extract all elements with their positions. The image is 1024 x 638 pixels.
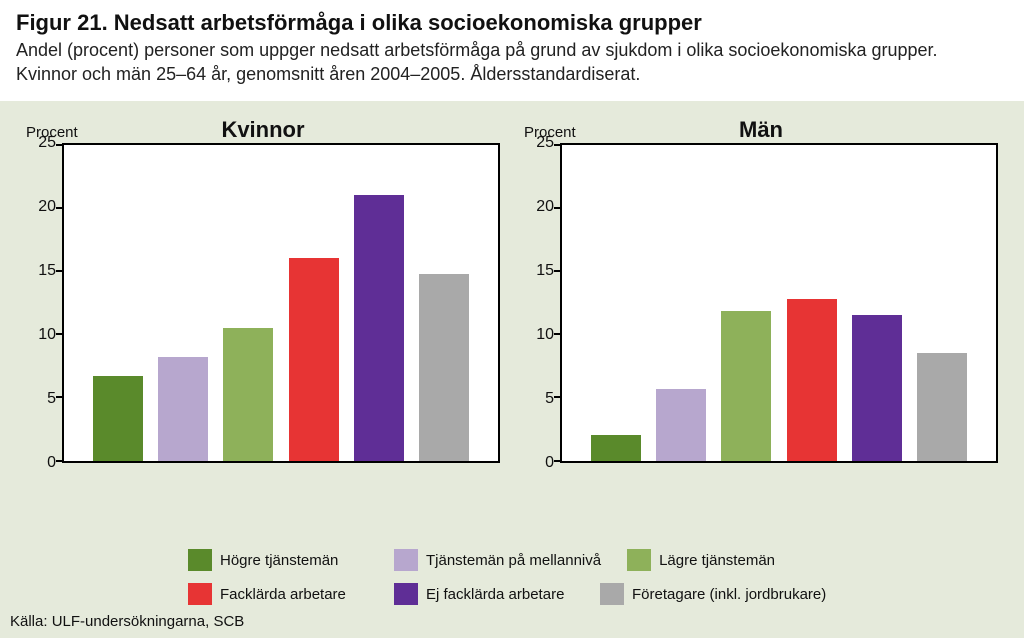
plot-wrap-man: 0510152025 xyxy=(524,143,998,463)
panel-title-man: Män xyxy=(739,117,783,143)
bars-kvinnor xyxy=(64,145,498,461)
legend-swatch xyxy=(627,549,651,571)
legend-label: Ej facklärda arbetare xyxy=(426,586,564,603)
charts-row: Procent Kvinnor 0 5 10 15 20 25 Procent Män 0… xyxy=(0,101,1024,533)
y-tick-label: 0 xyxy=(47,454,56,472)
y-tick-mark xyxy=(554,333,562,335)
y-tick-mark xyxy=(554,144,562,146)
y-tick-label: 25 xyxy=(38,134,56,152)
legend-swatch xyxy=(600,583,624,605)
y-tick-label: 10 xyxy=(38,326,56,344)
bar-hogre xyxy=(591,435,641,460)
bars-man xyxy=(562,145,996,461)
figure-container: Figur 21. Nedsatt arbetsförmåga i olika … xyxy=(0,0,1024,638)
y-tick-mark xyxy=(56,207,64,209)
panel-head-kvinnor: Procent Kvinnor xyxy=(26,107,500,143)
legend-item-hogre: Högre tjänstemän xyxy=(188,549,368,571)
y-ticks-kvinnor: 0510152025 xyxy=(26,143,62,463)
plot-man xyxy=(560,143,998,463)
y-tick-label: 15 xyxy=(536,262,554,280)
legend-item-mellan: Tjänstemän på mellannivå xyxy=(394,549,601,571)
y-tick-label: 10 xyxy=(536,326,554,344)
y-tick-mark xyxy=(554,460,562,462)
y-tick-mark xyxy=(554,396,562,398)
legend-label: Lägre tjänstemän xyxy=(659,552,775,569)
plot-kvinnor xyxy=(62,143,500,463)
panel-kvinnor: Procent Kvinnor 0 5 10 15 20 25 xyxy=(26,107,500,533)
figure-header: Figur 21. Nedsatt arbetsförmåga i olika … xyxy=(0,0,1024,101)
bar-mellan xyxy=(656,389,706,461)
legend-swatch xyxy=(394,583,418,605)
legend-item-ejfack: Ej facklärda arbetare xyxy=(394,583,574,605)
y-tick-mark xyxy=(56,396,64,398)
y-tick-label: 0 xyxy=(545,454,554,472)
y-ticks-man: 0510152025 xyxy=(524,143,560,463)
subtitle-line-2: Kvinnor och män 25–64 år, genomsnitt åre… xyxy=(16,64,640,84)
y-tick-mark xyxy=(554,270,562,272)
figure-title: Figur 21. Nedsatt arbetsförmåga i olika … xyxy=(16,10,1008,36)
y-tick-mark xyxy=(554,207,562,209)
y-tick-mark xyxy=(56,270,64,272)
legend-label: Högre tjänstemän xyxy=(220,552,338,569)
legend-swatch xyxy=(394,549,418,571)
panel-man: Procent Män 0 5 10 15 20 25 xyxy=(524,107,998,533)
legend-swatch xyxy=(188,583,212,605)
panel-head-man: Procent Män xyxy=(524,107,998,143)
bar-mellan xyxy=(158,357,208,461)
y-tick-label: 20 xyxy=(38,198,56,216)
y-tick-label: 15 xyxy=(38,262,56,280)
panel-title-kvinnor: Kvinnor xyxy=(221,117,304,143)
legend-item-fack: Facklärda arbetare xyxy=(188,583,368,605)
legend-label: Tjänstemän på mellannivå xyxy=(426,552,601,569)
bar-foretag xyxy=(419,274,469,461)
bar-hogre xyxy=(93,376,143,461)
bar-lagre xyxy=(223,328,273,461)
y-tick-label: 25 xyxy=(536,134,554,152)
legend-label: Facklärda arbetare xyxy=(220,586,346,603)
y-tick-mark xyxy=(56,144,64,146)
legend-swatch xyxy=(188,549,212,571)
subtitle-line-1: Andel (procent) personer som uppger neds… xyxy=(16,40,938,60)
plot-wrap-kvinnor: 0510152025 xyxy=(26,143,500,463)
legend-item-foretag: Företagare (inkl. jordbrukare) xyxy=(600,583,826,605)
bar-lagre xyxy=(721,311,771,460)
y-tick-label: 20 xyxy=(536,198,554,216)
bar-fack xyxy=(289,258,339,460)
y-tick-label: 5 xyxy=(545,390,554,408)
legend-item-lagre: Lägre tjänstemän xyxy=(627,549,807,571)
bar-fack xyxy=(787,299,837,461)
y-tick-mark xyxy=(56,333,64,335)
source-text: Källa: ULF-undersökningarna, SCB xyxy=(0,609,1024,638)
figure-subtitle: Andel (procent) personer som uppger neds… xyxy=(16,38,1008,87)
legend-label: Företagare (inkl. jordbrukare) xyxy=(632,586,826,603)
bar-foretag xyxy=(917,353,967,460)
bar-ejfack xyxy=(354,195,404,460)
y-tick-mark xyxy=(56,460,64,462)
legend: Högre tjänstemän Tjänstemän på mellannivå… xyxy=(0,533,1024,609)
bar-ejfack xyxy=(852,315,902,460)
y-tick-label: 5 xyxy=(47,390,56,408)
